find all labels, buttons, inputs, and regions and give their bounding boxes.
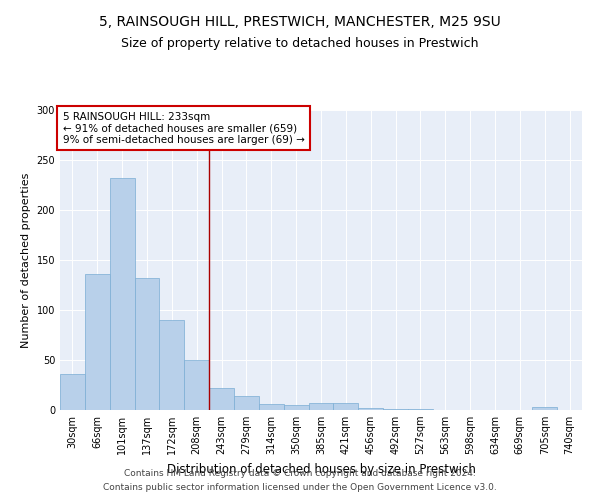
Bar xyxy=(358,408,383,410)
Bar xyxy=(184,360,209,410)
Y-axis label: Number of detached properties: Number of detached properties xyxy=(21,172,31,348)
Text: 5 RAINSOUGH HILL: 233sqm
← 91% of detached houses are smaller (659)
9% of semi-d: 5 RAINSOUGH HILL: 233sqm ← 91% of detach… xyxy=(62,112,304,144)
Bar xyxy=(160,320,184,410)
Bar xyxy=(408,409,433,410)
Bar xyxy=(60,374,85,410)
Bar xyxy=(134,278,160,410)
X-axis label: Distribution of detached houses by size in Prestwich: Distribution of detached houses by size … xyxy=(167,462,475,475)
Bar xyxy=(284,405,308,410)
Text: 5, RAINSOUGH HILL, PRESTWICH, MANCHESTER, M25 9SU: 5, RAINSOUGH HILL, PRESTWICH, MANCHESTER… xyxy=(99,15,501,29)
Text: Contains public sector information licensed under the Open Government Licence v3: Contains public sector information licen… xyxy=(103,484,497,492)
Bar xyxy=(334,403,358,410)
Bar xyxy=(259,404,284,410)
Bar xyxy=(85,274,110,410)
Bar xyxy=(532,407,557,410)
Bar xyxy=(209,388,234,410)
Bar xyxy=(383,409,408,410)
Text: Contains HM Land Registry data © Crown copyright and database right 2024.: Contains HM Land Registry data © Crown c… xyxy=(124,468,476,477)
Bar xyxy=(234,396,259,410)
Bar xyxy=(308,403,334,410)
Text: Size of property relative to detached houses in Prestwich: Size of property relative to detached ho… xyxy=(121,38,479,51)
Bar xyxy=(110,178,134,410)
